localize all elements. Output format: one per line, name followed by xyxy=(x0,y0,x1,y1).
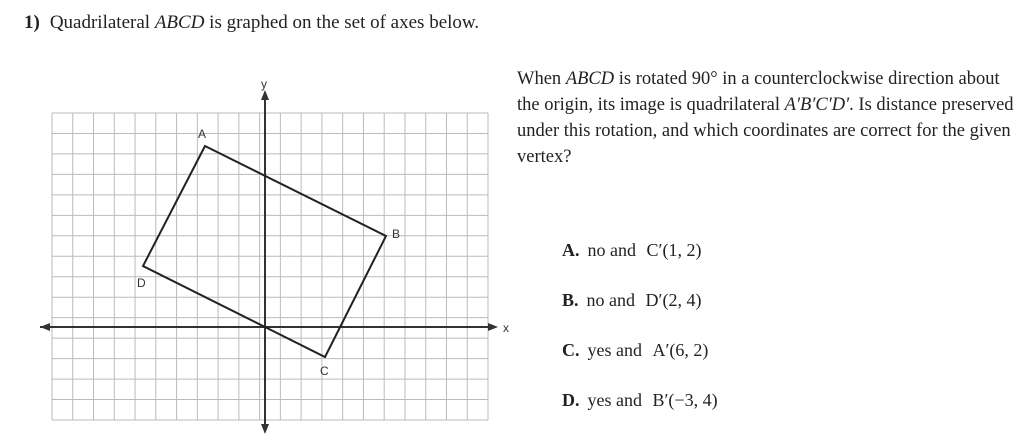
choice-point: A′(6, 2) xyxy=(652,340,709,360)
title-text: Quadrilateral xyxy=(49,12,155,33)
choice-text: yes and xyxy=(587,390,642,410)
grid xyxy=(51,112,489,421)
choice-text: no and xyxy=(586,290,636,310)
choice-letter: A. xyxy=(562,240,580,260)
vertex-label: B xyxy=(392,227,400,241)
choice[interactable]: B. no and D′(2, 4) xyxy=(562,290,701,311)
arrow xyxy=(40,323,50,331)
choice[interactable]: A. no and C′(1, 2) xyxy=(562,240,701,261)
choice[interactable]: C. yes and A′(6, 2) xyxy=(562,340,708,361)
arrow xyxy=(488,323,498,331)
prompt-text: When xyxy=(517,69,566,89)
vertex-label: D xyxy=(137,276,146,290)
choice-letter: B. xyxy=(562,290,579,310)
choice-text: no and xyxy=(587,240,637,260)
choice-letter: D. xyxy=(562,390,580,410)
arrow xyxy=(261,90,269,100)
choice-point: D′(2, 4) xyxy=(645,290,702,310)
prompt-text: . Is distance preserved under this rotat… xyxy=(517,95,1014,167)
choice-text: yes and xyxy=(587,340,642,360)
question-number: 1) xyxy=(24,12,40,33)
vertex-label: C xyxy=(320,364,329,378)
arrow xyxy=(261,424,269,434)
choice-point: C′(1, 2) xyxy=(646,240,702,260)
choice[interactable]: D. yes and B′(−3, 4) xyxy=(562,390,718,411)
title-text: is graphed on the set of axes below. xyxy=(204,12,480,33)
vertex-label: A xyxy=(198,127,206,141)
graph: x y A B C D xyxy=(40,77,509,434)
x-label: x xyxy=(503,321,509,335)
choice-letter: C. xyxy=(562,340,580,360)
y-label: y xyxy=(261,77,267,91)
prompt-text: A′B′C′D′ xyxy=(784,95,850,115)
prompt: When ABCD is rotated 90° in a counterclo… xyxy=(517,66,1022,170)
choice-point: B′(−3, 4) xyxy=(652,390,718,410)
question-title: 1) Quadrilateral ABCD is graphed on the s… xyxy=(24,12,479,34)
title-text: ABCD xyxy=(154,12,205,33)
quadrilateral xyxy=(141,144,388,359)
prompt-text: is rotated 90° in a counterclockwise dir… xyxy=(517,69,1000,115)
prompt-text: ABCD xyxy=(565,69,615,89)
